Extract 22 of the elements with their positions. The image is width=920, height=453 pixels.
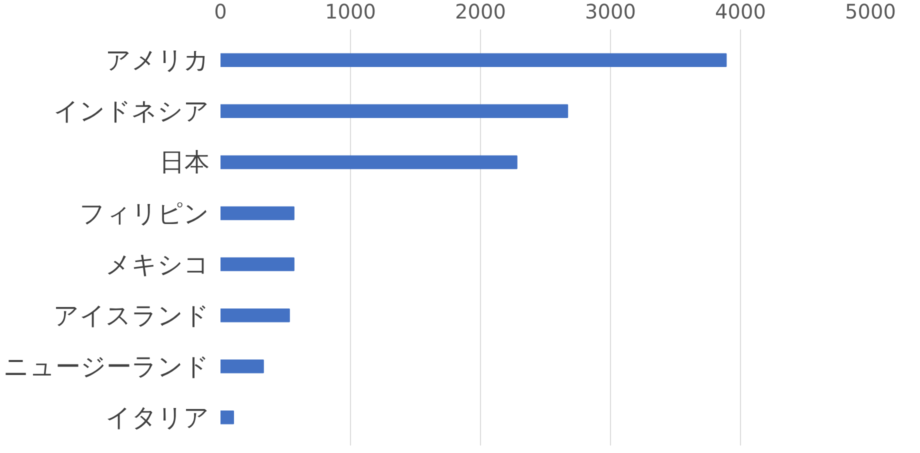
- y-tick-label: フィリピン: [80, 198, 210, 228]
- bar: [220, 257, 294, 272]
- bar: [220, 53, 727, 68]
- x-tick-label: 0: [214, 0, 227, 24]
- x-tick-label: 1000: [325, 0, 376, 24]
- y-tick-label: イタリア: [106, 402, 210, 432]
- bar: [220, 360, 264, 374]
- y-tick-label: アイスランド: [54, 300, 210, 330]
- x-tick-label: 3000: [585, 0, 636, 24]
- bar: [220, 155, 518, 170]
- y-tick-label: メキシコ: [106, 250, 210, 279]
- y-tick-label: ニュージーランド: [4, 352, 210, 381]
- bar: [220, 206, 294, 220]
- bar: [220, 410, 234, 424]
- y-tick-label: インドネシア: [54, 96, 210, 126]
- bar: [220, 308, 290, 322]
- bar: [220, 104, 568, 118]
- x-tick-label: 5000: [845, 0, 896, 24]
- y-tick-label: アメリカ: [106, 46, 210, 75]
- x-tick-label: 2000: [455, 0, 506, 24]
- x-tick-label: 4000: [715, 0, 766, 24]
- y-tick-label: 日本: [160, 148, 210, 177]
